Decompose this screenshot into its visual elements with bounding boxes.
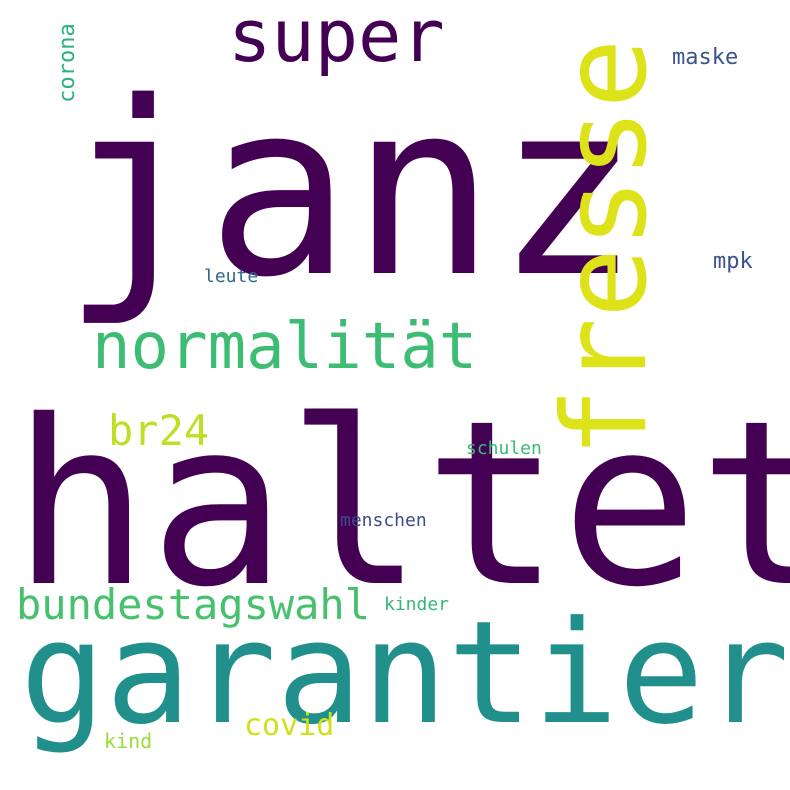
- word-garantiert: garantiert: [20, 591, 790, 756]
- word-leute: leute: [204, 266, 259, 287]
- word-corona: corona: [55, 23, 80, 103]
- word-br24: br24: [108, 406, 210, 455]
- word-kinder: kinder: [384, 594, 450, 615]
- word-bundestagswahl: bundestagswahl: [16, 580, 371, 629]
- word-mpk: mpk: [713, 249, 753, 274]
- word-fresse: fresse: [538, 38, 673, 458]
- word-janz: janz: [62, 50, 640, 330]
- word-maske: maske: [672, 45, 739, 70]
- word-menschen: menschen: [340, 510, 427, 531]
- word-super: super: [228, 0, 445, 78]
- word-haltet: haltet: [12, 371, 790, 637]
- word-schulen: schulen: [466, 438, 542, 459]
- word-covid: covid: [244, 708, 335, 743]
- word-normalitaet: normalität: [92, 310, 478, 384]
- word-kind: kind: [104, 729, 153, 753]
